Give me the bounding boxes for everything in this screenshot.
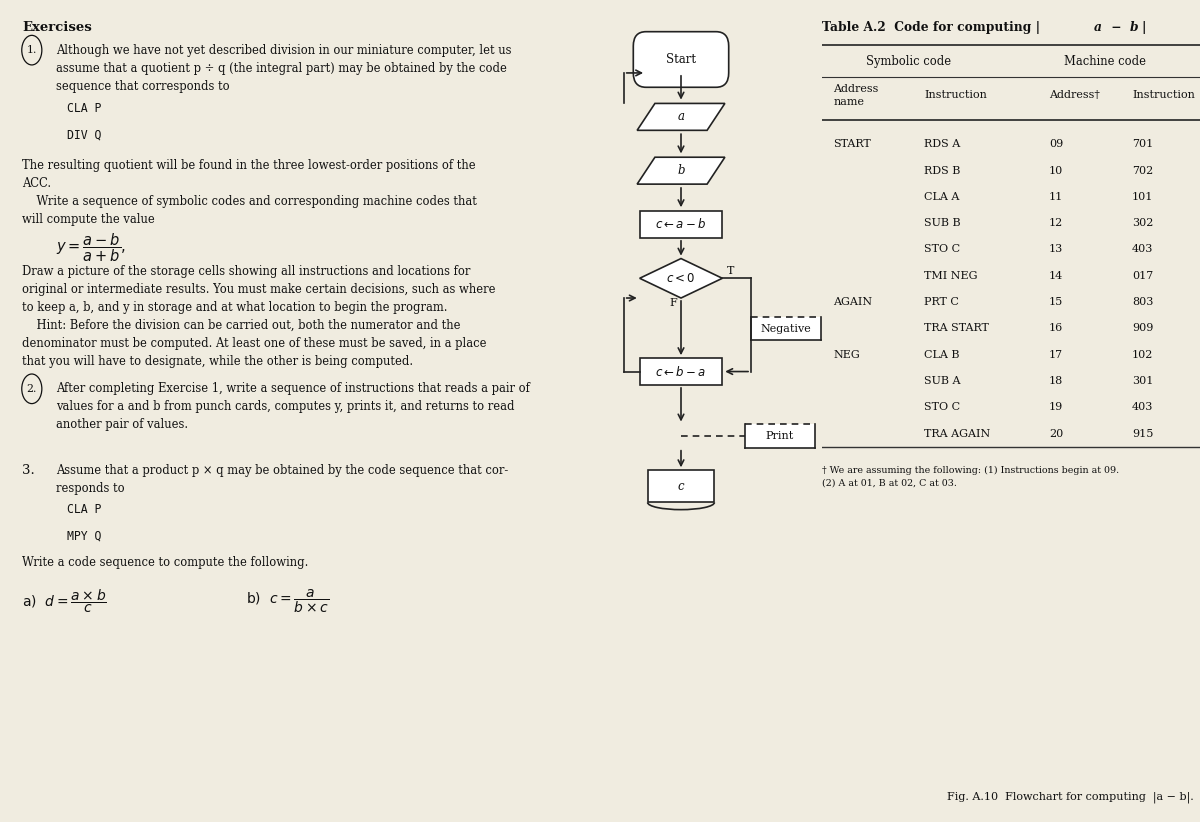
Text: CLA B: CLA B xyxy=(924,349,960,360)
Text: RDS B: RDS B xyxy=(924,165,960,176)
Text: CLA P: CLA P xyxy=(67,503,101,516)
Text: 803: 803 xyxy=(1132,297,1153,307)
Text: 102: 102 xyxy=(1132,349,1153,360)
Text: MPY Q: MPY Q xyxy=(67,529,101,543)
Text: Symbolic code: Symbolic code xyxy=(866,55,952,68)
Text: 13: 13 xyxy=(1049,244,1063,255)
Text: c: c xyxy=(678,480,684,493)
Bar xyxy=(640,358,722,385)
Text: 702: 702 xyxy=(1132,165,1153,176)
Text: 915: 915 xyxy=(1132,428,1153,439)
Bar xyxy=(640,211,722,238)
Text: Instruction: Instruction xyxy=(924,90,986,100)
Text: 3.: 3. xyxy=(23,464,35,478)
Text: 301: 301 xyxy=(1132,376,1153,386)
Text: TMI NEG: TMI NEG xyxy=(924,270,978,281)
Text: b)  $c = \dfrac{a}{b \times c}$: b) $c = \dfrac{a}{b \times c}$ xyxy=(246,588,329,615)
Polygon shape xyxy=(637,104,725,131)
Text: SUB A: SUB A xyxy=(924,376,960,386)
Text: 09: 09 xyxy=(1049,139,1063,150)
Text: Address
name: Address name xyxy=(833,84,878,107)
Text: 017: 017 xyxy=(1132,270,1153,281)
Text: 909: 909 xyxy=(1132,323,1153,334)
Text: 2.: 2. xyxy=(26,384,37,394)
Text: Machine code: Machine code xyxy=(1064,55,1146,68)
Text: 20: 20 xyxy=(1049,428,1063,439)
Text: 10: 10 xyxy=(1049,165,1063,176)
Text: Draw a picture of the storage cells showing all instructions and locations for
o: Draw a picture of the storage cells show… xyxy=(23,265,496,367)
Text: 15: 15 xyxy=(1049,297,1063,307)
Text: Assume that a product p × q may be obtained by the code sequence that cor-
respo: Assume that a product p × q may be obtai… xyxy=(56,464,508,496)
Text: Address†: Address† xyxy=(1049,90,1099,100)
Text: −: − xyxy=(1106,21,1126,35)
Text: 101: 101 xyxy=(1132,192,1153,202)
Text: |: | xyxy=(1141,21,1146,35)
Text: Fig. A.10  Flowchart for computing  |a − b|.: Fig. A.10 Flowchart for computing |a − b… xyxy=(947,792,1193,803)
Text: START: START xyxy=(833,139,871,150)
Text: $c \leftarrow b - a$: $c \leftarrow b - a$ xyxy=(655,364,707,379)
Bar xyxy=(648,470,714,502)
Text: b: b xyxy=(677,164,685,178)
Text: Table A.2  Code for computing |: Table A.2 Code for computing | xyxy=(822,21,1040,35)
Text: STO C: STO C xyxy=(924,402,960,413)
Text: 19: 19 xyxy=(1049,402,1063,413)
Text: † We are assuming the following: (1) Instructions begin at 09.
(2) A at 01, B at: † We are assuming the following: (1) Ins… xyxy=(822,465,1120,487)
Bar xyxy=(744,424,815,448)
Text: 16: 16 xyxy=(1049,323,1063,334)
Text: RDS A: RDS A xyxy=(924,139,960,150)
Text: $c<0$: $c<0$ xyxy=(666,272,696,284)
Text: 17: 17 xyxy=(1049,349,1063,360)
Text: Write a code sequence to compute the following.: Write a code sequence to compute the fol… xyxy=(23,556,308,569)
Text: a: a xyxy=(678,110,684,123)
Text: The resulting quotient will be found in the three lowest-order positions of the
: The resulting quotient will be found in … xyxy=(23,159,478,226)
Text: After completing Exercise 1, write a sequence of instructions that reads a pair : After completing Exercise 1, write a seq… xyxy=(56,382,529,432)
Text: PRT C: PRT C xyxy=(924,297,959,307)
Polygon shape xyxy=(637,157,725,184)
Text: 701: 701 xyxy=(1132,139,1153,150)
Text: 11: 11 xyxy=(1049,192,1063,202)
Text: 14: 14 xyxy=(1049,270,1063,281)
Text: F: F xyxy=(670,298,678,308)
Text: Print: Print xyxy=(766,431,793,441)
Text: $c \leftarrow a - b$: $c \leftarrow a - b$ xyxy=(655,218,707,232)
Text: Instruction: Instruction xyxy=(1132,90,1195,100)
Text: SUB B: SUB B xyxy=(924,218,961,229)
Text: 18: 18 xyxy=(1049,376,1063,386)
Text: Although we have not yet described division in our miniature computer, let us
as: Although we have not yet described divis… xyxy=(56,44,511,93)
Text: 403: 403 xyxy=(1132,402,1153,413)
Text: 403: 403 xyxy=(1132,244,1153,255)
Text: 302: 302 xyxy=(1132,218,1153,229)
Text: TRA START: TRA START xyxy=(924,323,989,334)
Text: b: b xyxy=(1130,21,1139,35)
Text: NEG: NEG xyxy=(833,349,860,360)
Text: Negative: Negative xyxy=(761,324,811,334)
Text: CLA P: CLA P xyxy=(67,102,101,115)
Text: 12: 12 xyxy=(1049,218,1063,229)
Polygon shape xyxy=(640,259,722,298)
Text: T: T xyxy=(727,266,734,276)
Text: DIV Q: DIV Q xyxy=(67,128,101,141)
Text: Start: Start xyxy=(666,53,696,66)
Text: STO C: STO C xyxy=(924,244,960,255)
Text: CLA A: CLA A xyxy=(924,192,960,202)
Text: Exercises: Exercises xyxy=(23,21,92,34)
Text: $y = \dfrac{a - b}{a + b},$: $y = \dfrac{a - b}{a + b},$ xyxy=(56,232,126,265)
Text: a: a xyxy=(1093,21,1102,35)
Bar xyxy=(751,316,821,340)
Text: AGAIN: AGAIN xyxy=(833,297,872,307)
Text: 1.: 1. xyxy=(26,45,37,55)
FancyBboxPatch shape xyxy=(634,32,728,87)
Text: a)  $d = \dfrac{a \times b}{c}$: a) $d = \dfrac{a \times b}{c}$ xyxy=(23,588,107,615)
Text: TRA AGAIN: TRA AGAIN xyxy=(924,428,990,439)
